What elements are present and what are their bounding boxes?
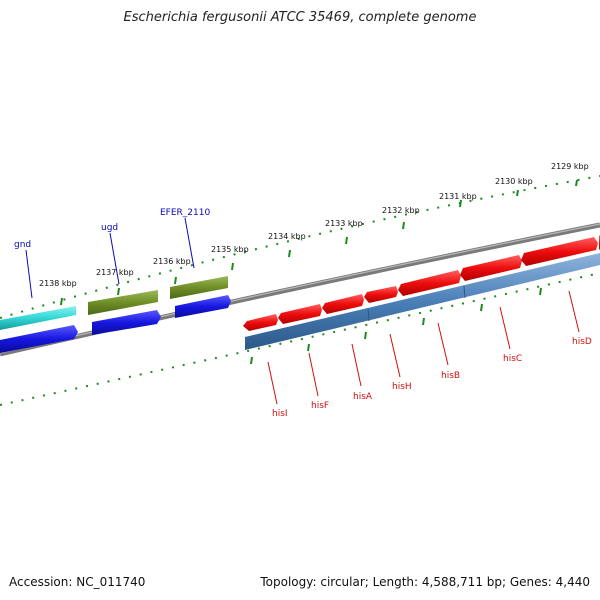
top-strand-genes — [0, 276, 228, 330]
scale-label: 2135 kbp — [211, 245, 249, 254]
leader-line — [109, 232, 120, 285]
leader-line — [499, 306, 511, 350]
accession-text: Accession: NC_011740 — [9, 575, 146, 589]
major-tick — [117, 287, 120, 296]
inner-major-tick — [422, 317, 425, 326]
top-gene-labels: gnd ugd EFER_2110 — [14, 208, 210, 299]
gene-hisH-arrow[interactable] — [364, 286, 398, 303]
scale-label: 2131 kbp — [439, 192, 477, 201]
leader-line — [184, 217, 195, 269]
major-tick — [516, 189, 519, 197]
label-hisI[interactable]: hisI — [272, 409, 288, 419]
his-operon-arrows — [243, 235, 600, 331]
leader-line — [437, 322, 449, 366]
gene-efer2110-bar[interactable] — [170, 276, 228, 299]
major-tick — [231, 262, 234, 271]
leader-line — [351, 343, 362, 387]
major-tick — [459, 199, 462, 208]
label-hisB[interactable]: hisB — [441, 371, 460, 381]
gene-arrow[interactable] — [92, 310, 161, 335]
major-tick — [60, 297, 63, 306]
major-tick — [174, 276, 177, 285]
scale-label: 2133 kbp — [325, 219, 363, 228]
gene-arrow[interactable] — [0, 325, 78, 353]
leader-line — [308, 352, 319, 397]
map-title: Escherichia fergusonii ATCC 35469, compl… — [123, 10, 477, 25]
gene-hisC-arrow[interactable] — [460, 255, 522, 281]
label-hisF[interactable]: hisF — [311, 401, 329, 411]
gene-hisA-arrow[interactable] — [322, 294, 364, 314]
outer-tick-track — [0, 175, 600, 319]
blue-arrow-genes — [0, 295, 231, 353]
scale-labels: 2129 kbp 2130 kbp 2131 kbp 2132 kbp 2133… — [39, 162, 589, 288]
backbone — [0, 222, 600, 357]
scale-label: 2138 kbp — [39, 279, 77, 288]
gene-hisF-arrow[interactable] — [278, 304, 322, 324]
label-hisD[interactable]: hisD — [572, 337, 592, 347]
label-hisH[interactable]: hisH — [392, 382, 412, 392]
label-hisA[interactable]: hisA — [353, 392, 373, 402]
major-tick — [345, 236, 348, 245]
label-efer2110[interactable]: EFER_2110 — [160, 208, 210, 218]
his-operon-bar — [245, 253, 600, 350]
topology-text: Topology: circular; Length: 4,588,711 bp… — [260, 575, 590, 589]
label-ugd[interactable]: ugd — [101, 223, 118, 233]
bottom-gene-labels: hisI hisF hisA hisH hisB hisC hisD — [267, 290, 592, 419]
gene-hisB-arrow[interactable] — [398, 270, 461, 296]
major-tick — [288, 249, 291, 258]
leader-line — [389, 333, 401, 378]
scale-label: 2137 kbp — [96, 268, 134, 277]
scale-major-ticks — [60, 179, 578, 306]
major-tick — [402, 221, 405, 230]
gene-gnd-bar[interactable] — [0, 306, 76, 330]
scale-label: 2130 kbp — [495, 177, 533, 186]
scale-label: 2134 kbp — [268, 232, 306, 241]
inner-tick-track — [0, 272, 600, 406]
leader-line — [568, 290, 580, 333]
leader-line — [267, 361, 278, 405]
scale-label: 2136 kbp — [153, 257, 191, 266]
scale-label: 2132 kbp — [382, 206, 420, 215]
gene-arrow[interactable] — [175, 295, 231, 318]
gene-hisI-arrow[interactable] — [243, 314, 278, 331]
leader-line — [25, 249, 33, 299]
inner-major-tick — [480, 303, 483, 312]
label-hisC[interactable]: hisC — [503, 354, 522, 364]
inner-major-tick — [250, 356, 253, 365]
scale-label: 2129 kbp — [551, 162, 589, 171]
major-tick — [575, 179, 578, 187]
gene-hisD-arrow[interactable] — [521, 237, 598, 266]
gene-ugd-bar[interactable] — [88, 290, 158, 315]
inner-major-tick — [539, 287, 542, 296]
inner-major-tick — [307, 343, 310, 352]
inner-major-tick — [364, 331, 367, 340]
label-gnd[interactable]: gnd — [14, 240, 31, 250]
